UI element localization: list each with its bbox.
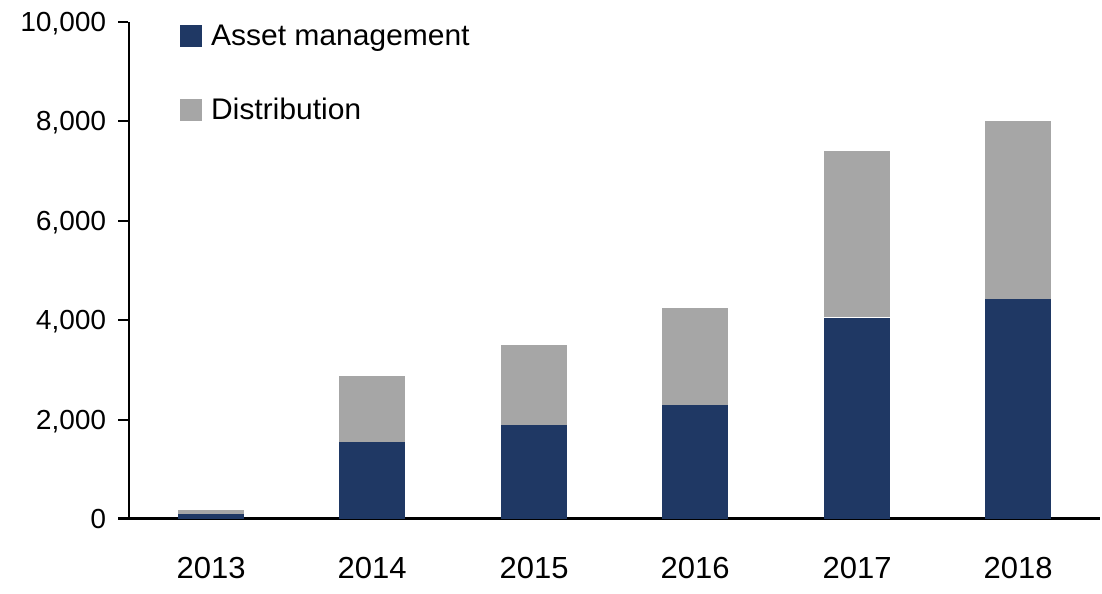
y-tick-label: 0 xyxy=(90,503,106,534)
legend-swatch-icon xyxy=(180,25,202,47)
bar-segment-distribution xyxy=(985,121,1051,299)
bar-segment-distribution xyxy=(339,376,405,442)
x-tick-label: 2015 xyxy=(499,550,569,585)
y-tick-label: 2,000 xyxy=(35,404,106,435)
y-tick-mark xyxy=(118,21,128,23)
y-tick-mark xyxy=(118,419,128,421)
y-axis-line xyxy=(128,22,130,520)
legend-swatch-icon xyxy=(180,99,202,121)
legend-item-distribution: Distribution xyxy=(180,95,469,125)
bar-segment-distribution xyxy=(662,308,728,405)
y-tick-mark xyxy=(118,220,128,222)
x-axis-line xyxy=(118,517,1100,520)
bar-segment-asset-management xyxy=(339,442,405,519)
bar-segment-asset-management xyxy=(501,425,567,519)
legend-item-asset-management: Asset management xyxy=(180,21,469,51)
y-tick-label: 8,000 xyxy=(35,105,106,136)
y-tick-label: 10,000 xyxy=(20,6,106,37)
legend: Asset management Distribution xyxy=(180,21,469,173)
bar-segment-distribution xyxy=(178,510,244,514)
x-tick-label: 2016 xyxy=(660,550,730,585)
bar-segment-asset-management xyxy=(985,299,1051,519)
bar-segment-asset-management xyxy=(824,318,890,519)
bar-segment-distribution xyxy=(824,151,890,317)
x-tick-label: 2014 xyxy=(337,550,407,585)
y-tick-mark xyxy=(118,120,128,122)
x-tick-label: 2018 xyxy=(983,550,1053,585)
legend-label-distribution: Distribution xyxy=(211,93,362,126)
x-tick-label: 2017 xyxy=(822,550,892,585)
x-tick-label: 2013 xyxy=(176,550,246,585)
y-tick-label: 4,000 xyxy=(35,304,106,335)
bar-segment-distribution xyxy=(501,345,567,425)
y-tick-mark xyxy=(118,319,128,321)
bar-segment-asset-management xyxy=(178,514,244,519)
y-tick-label: 6,000 xyxy=(35,205,106,236)
legend-label-asset-management: Asset management xyxy=(211,19,470,52)
bar-segment-asset-management xyxy=(662,405,728,519)
